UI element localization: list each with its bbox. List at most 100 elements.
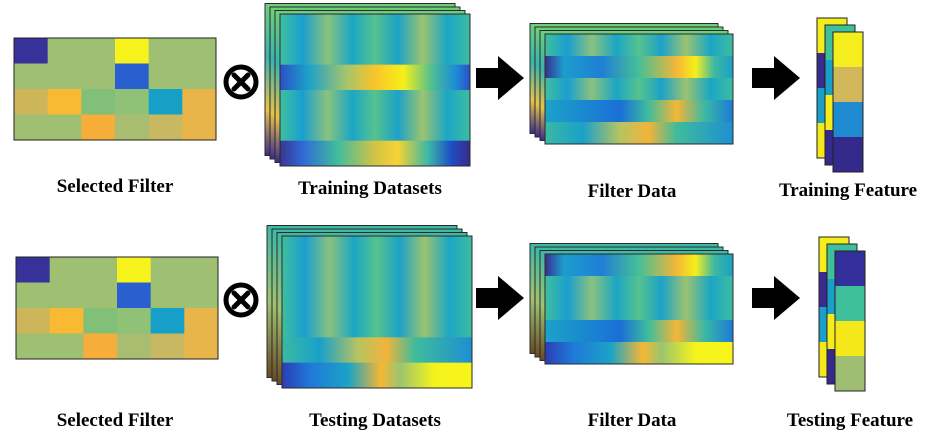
filter-cell (83, 333, 118, 360)
filter-border (13, 37, 217, 141)
filter-cell (83, 257, 118, 283)
testing-row: Selected Filter Testing Datasets Filter … (15, 225, 913, 431)
arrow-right-icon (476, 276, 524, 320)
stack-band (280, 14, 470, 40)
filter-cell (117, 333, 152, 360)
filter-cell (148, 38, 183, 64)
stack-band (545, 56, 733, 79)
arrow-shape (752, 276, 800, 320)
filter-cell (182, 63, 217, 90)
stack-band (280, 115, 470, 142)
stack-border (281, 235, 473, 389)
selected-filter-label: Selected Filter (57, 176, 174, 197)
filter-cell (148, 114, 183, 141)
feature-cell (835, 251, 865, 287)
stack-band (282, 236, 472, 262)
stack-band (545, 298, 733, 321)
filter-cell (115, 38, 150, 64)
filter-cell (16, 308, 51, 334)
filter-cell (81, 38, 116, 64)
feature-cell (835, 321, 865, 357)
filter-cell (182, 89, 217, 115)
convolution-operator-icon (223, 282, 259, 318)
filter-cell (150, 257, 185, 283)
feature-cell (835, 356, 865, 392)
filter-cell (16, 282, 51, 309)
filter-cell (115, 114, 150, 141)
arrow-shape (476, 56, 524, 100)
stack-band (280, 39, 470, 66)
filter-cell (14, 114, 49, 141)
filter-cell (16, 333, 51, 360)
filter-cell (83, 282, 118, 309)
testing-datasets-stack (266, 225, 473, 389)
filter-cell (14, 63, 49, 90)
feature-cell (833, 32, 863, 68)
filter-cell (49, 308, 84, 334)
stack-band (282, 337, 472, 364)
arrow-right-icon (476, 56, 524, 100)
filter-cell (49, 257, 84, 283)
convolution-operator-icon (223, 64, 259, 100)
training-row: Selected Filter Training Datasets Filter… (13, 3, 917, 202)
feature-cell (835, 286, 865, 322)
stack-band (280, 64, 470, 91)
filter-data-stack (529, 243, 734, 365)
filter-cell (150, 333, 185, 360)
stack-band (280, 140, 470, 167)
stack-band (545, 342, 733, 365)
stack-band (282, 286, 472, 313)
operator-stroke (231, 72, 251, 92)
filter-cell (49, 282, 84, 309)
filter-cell (81, 89, 116, 115)
filter-cell (184, 333, 219, 360)
filter-cell (184, 308, 219, 334)
filter-cell (47, 38, 82, 64)
filter-cell (182, 114, 217, 141)
testing-feature-stack (818, 236, 866, 392)
stack-band (545, 254, 733, 277)
filter-cell (117, 308, 152, 334)
stack-band (545, 320, 733, 343)
filter-cell (117, 282, 152, 309)
stack-band (282, 362, 472, 389)
training-feature-label: Training Feature (779, 180, 917, 201)
stack-band (545, 34, 733, 57)
training-datasets-label: Training Datasets (298, 178, 442, 199)
stack-band (282, 312, 472, 338)
stack-border (279, 13, 471, 167)
filter-cell (150, 282, 185, 309)
filter-cell (115, 63, 150, 90)
stack-band (280, 90, 470, 116)
filter-cell (115, 89, 150, 115)
feature-cell (833, 102, 863, 138)
stack-band (282, 261, 472, 288)
filter-cell (47, 114, 82, 141)
stack-band (545, 78, 733, 101)
filter-cell (81, 63, 116, 90)
stack-band (545, 276, 733, 299)
filter-cell (47, 89, 82, 115)
selected-filter-grid (15, 256, 219, 360)
feature-border (834, 250, 866, 392)
filter-data-label: Filter Data (588, 410, 677, 431)
filter-cell (14, 89, 49, 115)
stack-band (545, 100, 733, 123)
operator-stroke (231, 290, 251, 310)
feature-cell (833, 137, 863, 173)
filter-border (15, 256, 219, 360)
arrow-shape (752, 56, 800, 100)
filter-cell (14, 38, 49, 64)
stack-border (544, 33, 734, 145)
stack-band (545, 122, 733, 145)
filter-cell (150, 308, 185, 334)
filter-cell (184, 257, 219, 283)
selected-filter-label: Selected Filter (57, 410, 174, 431)
filter-cell (148, 63, 183, 90)
arrow-right-icon (752, 276, 800, 320)
feature-cell (833, 67, 863, 103)
filter-cell (16, 257, 51, 283)
feature-border (832, 31, 864, 173)
filter-cell (49, 333, 84, 360)
